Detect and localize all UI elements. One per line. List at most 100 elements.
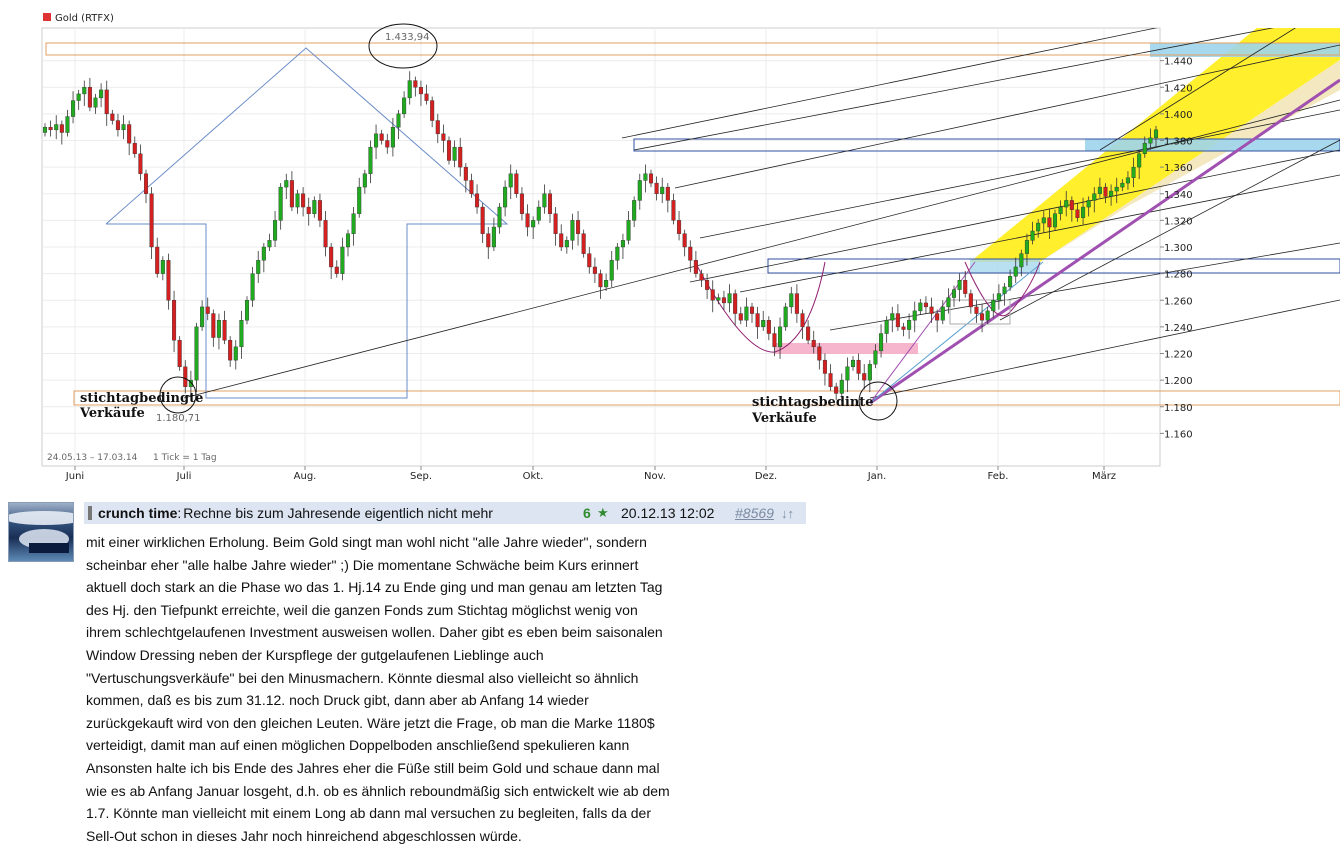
candle-body bbox=[620, 240, 625, 248]
candle-body bbox=[615, 246, 620, 261]
post-line: kommen, daß es bis zum 31.12. noch Druck… bbox=[86, 692, 589, 709]
candle-body bbox=[306, 206, 311, 214]
candle-body bbox=[806, 326, 811, 341]
trendline bbox=[621, 28, 1158, 139]
candle-body bbox=[951, 289, 957, 298]
candle-body bbox=[559, 233, 564, 248]
candle-body bbox=[980, 313, 985, 321]
candle-body bbox=[216, 320, 221, 338]
post-line: mit einer wirklichen Erholung. Beim Gold… bbox=[86, 534, 647, 550]
candle-body bbox=[1069, 200, 1074, 210]
trendline bbox=[183, 99, 1340, 399]
candle-body bbox=[362, 173, 367, 188]
post-body: mit einer wirklichen Erholung. Beim Gold… bbox=[86, 531, 806, 847]
candle-body bbox=[284, 180, 289, 188]
candle-body bbox=[576, 220, 581, 234]
y-tick-label: 1.320 bbox=[1164, 216, 1193, 227]
candle-body bbox=[890, 313, 895, 321]
candle-body bbox=[918, 302, 923, 312]
candle-body bbox=[598, 273, 603, 288]
candle-body bbox=[469, 180, 474, 194]
candle-body bbox=[267, 240, 272, 248]
y-tick-label: 1.360 bbox=[1164, 163, 1193, 174]
sort-arrows-icon[interactable]: ↓↑ bbox=[781, 505, 794, 521]
post-number-link[interactable]: #8569 bbox=[735, 505, 774, 521]
x-tick-label: Jan. bbox=[867, 471, 887, 482]
candle-body bbox=[194, 326, 199, 381]
beige-channel bbox=[1040, 60, 1340, 262]
candle-body bbox=[233, 346, 238, 361]
candle-body bbox=[323, 220, 328, 248]
candle-body bbox=[822, 359, 827, 374]
candle-body bbox=[856, 359, 861, 374]
y-tick-label: 1.300 bbox=[1164, 243, 1193, 254]
candle-body bbox=[744, 306, 749, 321]
candle-body bbox=[1019, 253, 1024, 268]
high-label: 1.433,94 bbox=[385, 32, 430, 43]
candle-body bbox=[677, 220, 682, 234]
candle-body bbox=[755, 313, 760, 328]
range-label: 24.05.13 – 17.03.14 bbox=[47, 453, 138, 463]
candle-body bbox=[778, 326, 783, 348]
orange-band-bottom bbox=[73, 390, 1340, 406]
post-author[interactable]: crunch time bbox=[98, 505, 178, 521]
candle-body bbox=[385, 140, 390, 148]
candle-body bbox=[604, 280, 609, 288]
candle-body bbox=[127, 124, 132, 144]
candle-body bbox=[1097, 186, 1102, 194]
y-tick-label: 1.380 bbox=[1164, 137, 1193, 148]
candle-body bbox=[957, 280, 962, 290]
annotation-left-line2: Verkäufe bbox=[79, 406, 145, 421]
candle-body bbox=[222, 320, 227, 341]
candle-body bbox=[491, 226, 496, 248]
candle-body bbox=[295, 193, 300, 208]
candle-body bbox=[452, 146, 457, 161]
candle-body bbox=[660, 186, 665, 194]
candle-body bbox=[71, 100, 76, 117]
candle-body bbox=[396, 113, 401, 128]
candle-body bbox=[1013, 266, 1018, 277]
candle-body bbox=[963, 280, 968, 294]
post-line: Window Dressing neben der Kurspflege der… bbox=[86, 646, 544, 663]
candle-body bbox=[553, 213, 558, 234]
candle-body bbox=[76, 93, 81, 101]
post-subject: Rechne bis zum Jahresende eigentlich nic… bbox=[183, 505, 493, 521]
star-icon[interactable]: ★ bbox=[597, 505, 609, 520]
candle-body bbox=[115, 120, 120, 131]
candle-body bbox=[570, 220, 575, 241]
candle-body bbox=[884, 320, 889, 334]
candle-body bbox=[783, 306, 788, 328]
candle-body bbox=[895, 313, 900, 328]
candle-body bbox=[1036, 222, 1041, 232]
candle-body bbox=[609, 260, 614, 281]
header-bar bbox=[88, 506, 92, 520]
y-tick-label: 1.220 bbox=[1164, 350, 1193, 361]
candle-body bbox=[228, 339, 233, 361]
candle-body bbox=[402, 97, 407, 115]
chart-canvas: 1.440 1.420 1.400 1.380 1.360 1.340 1.320 1.300… bbox=[41, 13, 1340, 482]
candle-body bbox=[132, 142, 137, 155]
post-date: 20.12.13 12:02 bbox=[621, 505, 715, 521]
candle-body bbox=[334, 266, 339, 274]
avatar[interactable] bbox=[8, 502, 74, 562]
low-ellipse-right bbox=[858, 381, 898, 421]
candle-body bbox=[374, 133, 379, 148]
orange-band-top bbox=[45, 42, 1340, 56]
blue-band-low bbox=[767, 258, 1340, 274]
candle-body bbox=[1064, 200, 1069, 208]
candle-body bbox=[1131, 166, 1136, 178]
gold-chart: 1.440 1.420 1.400 1.380 1.360 1.340 1.320 1.300… bbox=[41, 13, 1340, 482]
candle-body bbox=[93, 97, 98, 108]
candle-body bbox=[351, 213, 356, 234]
candle-body bbox=[974, 306, 979, 314]
candle-body bbox=[721, 297, 726, 304]
candle-body bbox=[912, 310, 917, 321]
candle-body bbox=[497, 206, 502, 228]
candle-body bbox=[682, 233, 687, 248]
candle-body bbox=[1114, 186, 1119, 192]
candle-body bbox=[1125, 177, 1130, 184]
candle-body bbox=[261, 246, 266, 261]
candle-body bbox=[688, 246, 693, 261]
trendline bbox=[999, 139, 1340, 321]
candle-body bbox=[1002, 286, 1007, 294]
